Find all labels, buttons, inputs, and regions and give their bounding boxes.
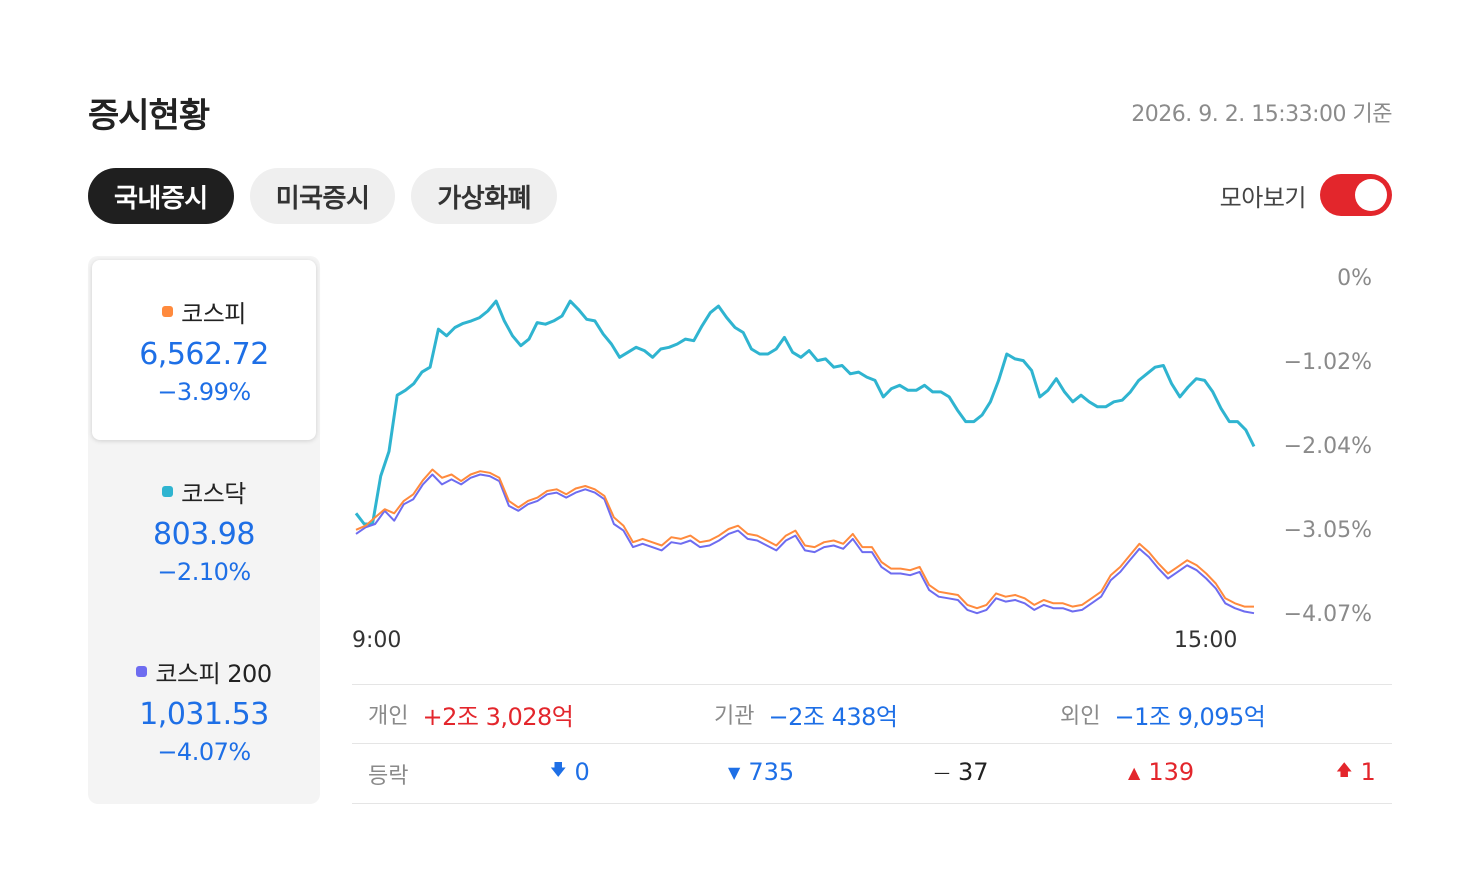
unchanged-count: — 37 <box>934 758 989 786</box>
index-name: 코스닥 <box>162 474 246 509</box>
lower-limit-count: 🡇 0 <box>550 758 590 786</box>
investor-individual: 개인 +2조 3,028억 <box>352 697 698 732</box>
index-name: 코스피 200 <box>136 654 272 689</box>
investor-value: −1조 9,095억 <box>1114 702 1266 731</box>
x-tick-label: 15:00 <box>1174 628 1238 653</box>
index-name: 코스피 <box>162 294 246 329</box>
index-list: 코스피 6,562.72 −3.99% 코스닥 803.98 −2.10% 코스… <box>88 256 320 804</box>
advancers-count: ▲ 139 <box>1128 758 1194 786</box>
intraday-chart: 0% −1.02% −2.04% −3.05% −4.07% 9:00 15:0… <box>350 256 1392 666</box>
x-tick-label: 9:00 <box>352 628 402 653</box>
investor-label: 외인 <box>1060 704 1101 729</box>
flat-dash-icon: — <box>934 762 950 782</box>
investor-flows: 개인 +2조 3,028억 기관 −2조 438억 외인 −1조 9,095억 <box>352 684 1392 744</box>
index-value: 1,031.53 <box>139 697 269 732</box>
index-name-text: 코스닥 <box>181 480 246 508</box>
investor-value: +2조 3,028억 <box>422 702 574 731</box>
upper-limit-count: 🡅 1 <box>1336 758 1376 786</box>
investor-label: 기관 <box>714 704 755 729</box>
legend-dot-icon <box>162 306 174 317</box>
index-change: −2.10% <box>157 558 251 586</box>
lower-limit-arrow-icon: 🡇 <box>550 759 567 779</box>
index-change: −3.99% <box>157 378 251 406</box>
index-card-kospi[interactable]: 코스피 6,562.72 −3.99% <box>92 260 316 440</box>
market-breadth: 등락 🡇 0 ▼ 735 — 37 ▲ 139 🡅 1 <box>352 744 1392 804</box>
combined-view-toggle[interactable] <box>1320 174 1392 216</box>
y-tick-label: 0% <box>1337 266 1372 291</box>
y-tick-label: −4.07% <box>1283 602 1372 627</box>
chart-svg <box>354 299 1256 615</box>
breadth-label: 등락 <box>368 764 409 789</box>
timestamp: 2026. 9. 2. 15:33:00 기준 <box>1131 102 1392 127</box>
tab-us[interactable]: 미국증시 <box>249 168 396 224</box>
breadth-value: 1 <box>1360 758 1376 786</box>
breadth-value: 37 <box>958 758 989 786</box>
investor-label: 개인 <box>368 704 409 729</box>
index-card-kospi200[interactable]: 코스피 200 1,031.53 −4.07% <box>88 620 320 800</box>
toggle-label: 모아보기 <box>1219 183 1307 212</box>
y-tick-label: −2.04% <box>1283 434 1372 459</box>
investor-institution: 기관 −2조 438억 <box>698 697 1044 732</box>
toggle-knob <box>1355 179 1387 211</box>
upper-limit-arrow-icon: 🡅 <box>1336 759 1353 779</box>
index-card-kosdaq[interactable]: 코스닥 803.98 −2.10% <box>88 440 320 620</box>
index-name-text: 코스피 200 <box>155 660 272 688</box>
series-line-0 <box>354 299 1256 526</box>
index-name-text: 코스피 <box>181 300 246 328</box>
market-tabs: 국내증시 미국증시 가상화폐 <box>88 168 558 224</box>
tab-crypto[interactable]: 가상화폐 <box>411 168 558 224</box>
combined-view-toggle-group: 모아보기 <box>1220 174 1392 216</box>
index-change: −4.07% <box>157 738 251 766</box>
series-line-2 <box>355 473 1255 615</box>
tab-domestic[interactable]: 국내증시 <box>88 168 234 224</box>
breadth-value: 139 <box>1148 758 1195 786</box>
index-value: 6,562.72 <box>139 337 269 372</box>
y-tick-label: −1.02% <box>1283 350 1372 375</box>
legend-dot-icon <box>136 666 148 677</box>
down-triangle-icon: ▼ <box>728 762 741 782</box>
page-title: 증시현황 <box>88 96 210 136</box>
legend-dot-icon <box>162 486 174 497</box>
decliners-count: ▼ 735 <box>728 758 794 786</box>
investor-value: −2조 438억 <box>768 702 898 731</box>
y-tick-label: −3.05% <box>1283 518 1372 543</box>
up-triangle-icon: ▲ <box>1128 762 1141 782</box>
breadth-value: 0 <box>574 758 590 786</box>
breadth-value: 735 <box>748 758 795 786</box>
series-line-1 <box>355 468 1254 610</box>
investor-foreign: 외인 −1조 9,095억 <box>1044 697 1390 732</box>
index-value: 803.98 <box>153 517 255 552</box>
